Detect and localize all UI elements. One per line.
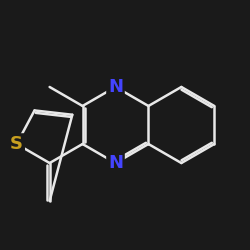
Text: N: N bbox=[108, 154, 123, 172]
Text: N: N bbox=[108, 78, 123, 96]
Text: S: S bbox=[10, 135, 23, 153]
